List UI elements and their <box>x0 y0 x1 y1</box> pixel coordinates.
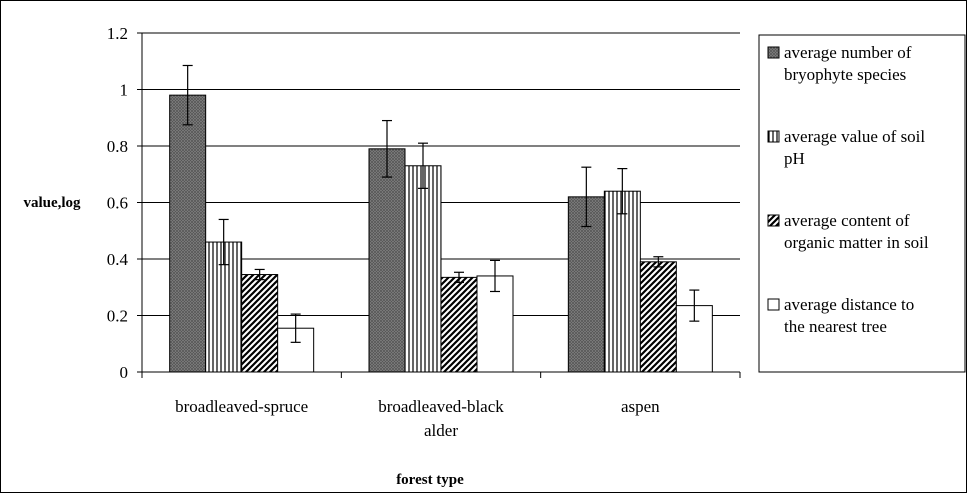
bar <box>241 274 279 373</box>
bar <box>639 261 677 373</box>
legend-label: the nearest tree <box>784 317 887 336</box>
legend-label: organic matter in soil <box>784 233 929 252</box>
legend-label: average content of <box>784 211 910 230</box>
y-tick-label: 0.4 <box>107 250 129 269</box>
legend-label: average distance to <box>784 295 914 314</box>
x-category-label: broadleaved-spruce <box>175 397 308 416</box>
bar <box>169 94 207 373</box>
legend-label: bryophyte species <box>784 65 906 84</box>
bar <box>404 165 442 373</box>
x-axis-title: forest type <box>396 472 464 488</box>
legend-swatch <box>767 46 780 59</box>
legend-box <box>758 34 966 373</box>
legend-swatch <box>767 130 780 143</box>
bar <box>368 148 406 373</box>
y-tick-label: 1.2 <box>107 24 128 43</box>
bar <box>603 190 641 373</box>
x-category-label: aspen <box>621 397 660 416</box>
bar <box>440 276 478 373</box>
x-category-label: alder <box>424 421 458 440</box>
legend-label: average value of soil <box>784 127 925 146</box>
legend-label: pH <box>784 149 805 168</box>
y-axis-title: value,log <box>23 195 81 211</box>
legend-swatch <box>767 298 780 311</box>
legend-swatch <box>767 214 780 227</box>
y-tick-label: 1 <box>120 81 129 100</box>
x-category-label: broadleaved-black <box>378 397 504 416</box>
y-tick-label: 0 <box>120 363 129 382</box>
y-tick-label: 0.2 <box>107 307 128 326</box>
y-tick-label: 0.8 <box>107 137 128 156</box>
legend-label: average number of <box>784 43 912 62</box>
legend: average number of bryophyte species averag… <box>758 34 966 373</box>
y-tick-label: 0.6 <box>107 194 128 213</box>
